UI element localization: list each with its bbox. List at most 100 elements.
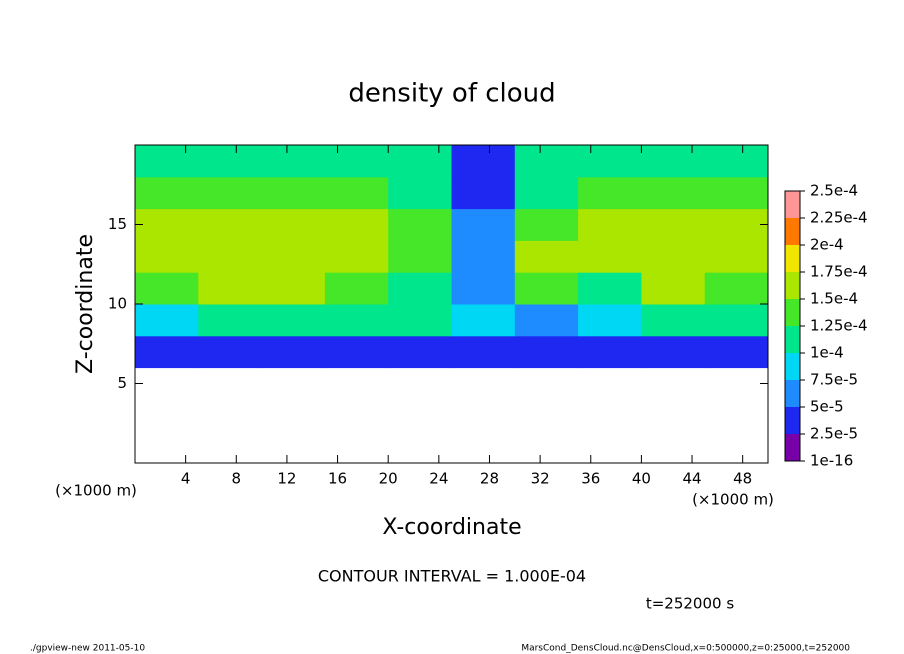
colorbar-label: 2.25e-4 — [810, 209, 868, 227]
colorbar-label: 1e-16 — [810, 452, 853, 470]
x-tick-label: 36 — [581, 470, 600, 488]
y-tick-label: 5 — [117, 374, 127, 392]
colorbar-band — [785, 353, 800, 380]
heatmap-cell — [641, 272, 706, 305]
heatmap-cell — [198, 240, 263, 273]
colorbar-label: 7.5e-5 — [810, 371, 858, 389]
heatmap-cell — [578, 208, 642, 241]
y-tick-label: 15 — [108, 215, 127, 233]
x-tick-label: 4 — [181, 470, 191, 488]
heatmap-cell — [641, 240, 706, 273]
x-tick-label: 24 — [429, 470, 448, 488]
colorbar-label: 5e-5 — [810, 398, 844, 416]
heatmap-cell — [135, 176, 199, 210]
x-tick-label: 32 — [531, 470, 550, 488]
heatmap-cell — [451, 272, 516, 305]
x-tick-label: 44 — [682, 470, 701, 488]
colorbar-band — [785, 326, 800, 353]
heatmap-cell — [451, 176, 516, 210]
heatmap-cell — [388, 208, 452, 241]
heatmap-cell — [578, 240, 642, 273]
heatmap-cell — [641, 145, 706, 178]
heatmap-cell — [451, 240, 516, 273]
heatmap-cell — [261, 335, 326, 369]
heatmap-cell — [451, 304, 516, 337]
heatmap-cell — [135, 145, 199, 178]
heatmap-cell — [514, 304, 579, 337]
heatmap-cell — [324, 335, 389, 369]
y-tick-label: 10 — [108, 295, 127, 313]
heatmap-cell — [704, 335, 769, 369]
chart-title: density of cloud — [348, 79, 555, 109]
heatmap-cell — [261, 145, 326, 178]
heatmap-cell — [451, 145, 516, 178]
heatmap-cell — [324, 145, 389, 178]
heatmap-cell — [514, 272, 579, 305]
heatmap-cell — [324, 240, 389, 273]
heatmap-cell — [135, 335, 199, 369]
x-tick-label: 12 — [277, 470, 296, 488]
colorbar-label: 2.5e-5 — [810, 425, 858, 443]
heatmap-cell — [451, 335, 516, 369]
colorbar-band — [785, 245, 800, 272]
colorbar-label: 1.25e-4 — [810, 317, 868, 335]
x-unit-label: (×1000 m) — [692, 491, 774, 509]
heatmap-cell — [388, 335, 452, 369]
heatmap-cell — [198, 145, 263, 178]
heatmap-cell — [514, 240, 579, 273]
colorbar-band — [785, 272, 800, 299]
heatmap-cell — [578, 335, 642, 369]
heatmap-cell — [388, 145, 452, 178]
x-tick-label: 40 — [632, 470, 651, 488]
heatmap-cell — [578, 176, 642, 210]
heatmap-cell — [641, 176, 706, 210]
heatmap-cell — [704, 240, 769, 273]
x-tick-label: 8 — [232, 470, 242, 488]
heatmap-cell — [261, 176, 326, 210]
heatmap-cell — [261, 272, 326, 305]
heatmap-cell — [514, 176, 579, 210]
heatmap-cell — [641, 304, 706, 337]
heatmap-cell — [388, 304, 452, 337]
heatmap-cell — [578, 304, 642, 337]
colorbar-band — [785, 407, 800, 434]
x-tick-label: 20 — [379, 470, 398, 488]
heatmap-cell — [198, 304, 263, 337]
colorbar-band — [785, 218, 800, 245]
heatmap-cell — [324, 208, 389, 241]
x-tick-label: 48 — [733, 470, 752, 488]
heatmap-cell — [135, 304, 199, 337]
heatmap-cell — [704, 272, 769, 305]
colorbar-label: 1e-4 — [810, 344, 844, 362]
heatmap-cell — [388, 272, 452, 305]
heatmap-cell — [135, 240, 199, 273]
colorbar-label: 2e-4 — [810, 236, 844, 254]
footer-left: ./gpview-new 2011-05-10 — [30, 644, 145, 654]
heatmap-cell — [261, 208, 326, 241]
heatmap-cell — [324, 272, 389, 305]
heatmap-cell — [388, 176, 452, 210]
colorbar-band — [785, 299, 800, 326]
heatmap-cell — [261, 304, 326, 337]
heatmap-cell — [704, 176, 769, 210]
heatmap-cell — [704, 208, 769, 241]
y-unit-label: (×1000 m) — [55, 482, 137, 500]
heatmap-cell — [198, 272, 263, 305]
colorbar-label: 2.5e-4 — [810, 182, 858, 200]
heatmap — [135, 145, 769, 369]
contour-note: CONTOUR INTERVAL = 1.000E-04 — [318, 567, 586, 586]
footer-right: MarsCond_DensCloud.nc@DensCloud,x=0:5000… — [521, 644, 850, 654]
heatmap-cell — [261, 240, 326, 273]
heatmap-cell — [641, 208, 706, 241]
axes: 4 8 12 16 20 24 28 32 36 40 44 48510151e-162.5e-55e… — [108, 144, 868, 488]
x-tick-label: 16 — [328, 470, 347, 488]
colorbar-label: 1.75e-4 — [810, 263, 868, 281]
colorbar-band — [785, 191, 800, 218]
colorbar-label: 1.5e-4 — [810, 290, 858, 308]
colorbar-band — [785, 434, 800, 461]
heatmap-cell — [324, 304, 389, 337]
heatmap-cell — [578, 272, 642, 305]
heatmap-cell — [135, 208, 199, 241]
